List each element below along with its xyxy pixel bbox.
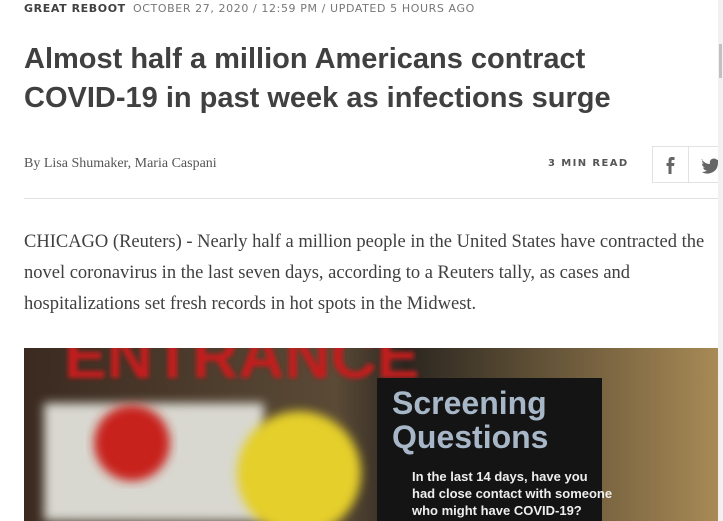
scrollbar-thumb[interactable] — [719, 44, 722, 78]
facebook-icon — [666, 157, 675, 174]
dateline: OCTOBER 27, 2020 / 12:59 PM / UPDATED 5 … — [133, 2, 475, 15]
read-time: 3 MIN READ — [548, 158, 629, 169]
share-buttons — [652, 146, 723, 183]
headline: Almost half a million Americans contract… — [24, 43, 611, 114]
scrollbar[interactable] — [718, 0, 723, 521]
byline: By Lisa Shumaker, Maria Caspani — [24, 156, 217, 171]
kicker[interactable]: GREAT REBOOT — [24, 2, 126, 15]
divider — [24, 198, 723, 199]
photo-sign-title: Screening — [392, 385, 547, 421]
photo-sign-top: ENTRANCE — [64, 348, 420, 392]
article-body: CHICAGO (Reuters) - Nearly half a millio… — [24, 232, 705, 314]
photo-sign-text: In the last 14 days, have you — [412, 469, 588, 484]
article-photo[interactable]: ENTRANCE Screening Questions In the last… — [24, 348, 718, 521]
photo-sign-text: had close contact with someone — [412, 486, 612, 501]
photo-sign-title: Questions — [392, 419, 548, 455]
twitter-icon — [701, 158, 720, 174]
photo-sign-text: who might have COVID-19? — [411, 503, 582, 518]
